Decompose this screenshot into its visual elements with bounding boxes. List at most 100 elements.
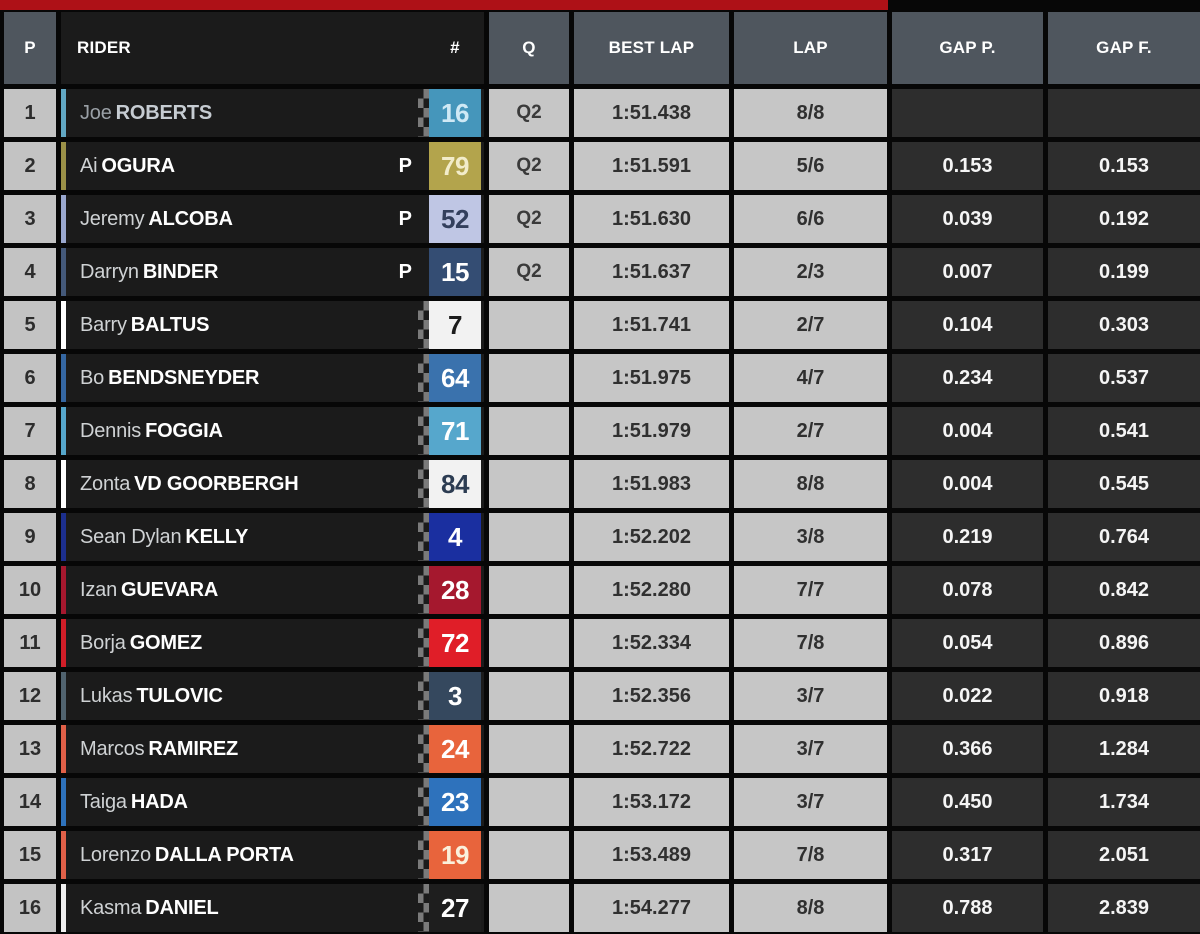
rider-cell[interactable]: Kasma DANIEL 27: [61, 884, 484, 932]
number-plate: 64: [429, 354, 481, 402]
checker-strip: [418, 513, 429, 561]
rider-last-name: BENDSNEYDER: [108, 366, 260, 389]
column-header-gap-first: GAP F.: [1048, 12, 1200, 84]
lap-count-cell: 7/8: [734, 619, 887, 667]
rider-last-name: BALTUS: [130, 313, 210, 336]
rider-name: Bo BENDSNEYDER: [80, 367, 259, 390]
rider-first-name: Ai: [80, 154, 98, 177]
rider-name: Joe ROBERTS: [80, 102, 212, 125]
number-plate: 19: [429, 831, 481, 879]
qualifying-session-cell: [489, 778, 569, 826]
position-cell: 2: [4, 142, 56, 190]
rider-last-name: ROBERTS: [115, 101, 213, 124]
checker-strip: [418, 460, 429, 508]
qualifying-session-cell: Q2: [489, 195, 569, 243]
number-plate: 28: [429, 566, 481, 614]
rider-last-name: RAMIREZ: [148, 737, 239, 760]
best-lap-cell: 1:54.277: [574, 884, 729, 932]
lap-count-cell: 3/8: [734, 513, 887, 561]
rider-cell[interactable]: Zonta VD GOORBERGH 84: [61, 460, 484, 508]
rider-name: Borja GOMEZ: [80, 632, 202, 655]
rider-cell[interactable]: Borja GOMEZ 72: [61, 619, 484, 667]
rider-cell[interactable]: Izan GUEVARA 28: [61, 566, 484, 614]
number-plate: 3: [429, 672, 481, 720]
rider-last-name: VD GOORBERGH: [134, 472, 299, 495]
rider-cell[interactable]: Dennis FOGGIA 71: [61, 407, 484, 455]
rider-cell[interactable]: Darryn BINDER P 15: [61, 248, 484, 296]
checker-strip: [418, 301, 429, 349]
checker-strip: [418, 725, 429, 773]
accent-bar: [0, 0, 888, 10]
rider-cell[interactable]: Bo BENDSNEYDER 64: [61, 354, 484, 402]
number-plate: 52: [429, 195, 481, 243]
rider-first-name: Sean Dylan: [80, 525, 182, 548]
rider-cell[interactable]: Joe ROBERTS 16: [61, 89, 484, 137]
pit-marker: P: [398, 260, 412, 283]
rider-first-name: Bo: [80, 366, 105, 389]
best-lap-cell: 1:51.975: [574, 354, 729, 402]
gap-prev-cell: 0.234: [892, 354, 1043, 402]
rider-cell[interactable]: Taiga HADA 23: [61, 778, 484, 826]
team-color-stripe: [61, 460, 66, 508]
rider-last-name: HADA: [130, 790, 188, 813]
best-lap-cell: 1:53.489: [574, 831, 729, 879]
gap-prev-cell: 0.450: [892, 778, 1043, 826]
rider-cell[interactable]: Sean Dylan KELLY 4: [61, 513, 484, 561]
position-cell: 13: [4, 725, 56, 773]
rider-cell[interactable]: Jeremy ALCOBA P 52: [61, 195, 484, 243]
position-cell: 1: [4, 89, 56, 137]
position-cell: 14: [4, 778, 56, 826]
rider-name: Lorenzo DALLA PORTA: [80, 844, 294, 867]
gap-first-cell: 0.764: [1048, 513, 1200, 561]
rider-first-name: Joe: [80, 101, 112, 124]
checker-strip: [418, 884, 429, 932]
rider-cell[interactable]: Lorenzo DALLA PORTA 19: [61, 831, 484, 879]
team-color-stripe: [61, 407, 66, 455]
rider-name: Darryn BINDER: [80, 261, 218, 284]
team-color-stripe: [61, 89, 66, 137]
best-lap-cell: 1:51.630: [574, 195, 729, 243]
rider-cell[interactable]: Marcos RAMIREZ 24: [61, 725, 484, 773]
checker-strip: [418, 407, 429, 455]
number-plate: 24: [429, 725, 481, 773]
gap-prev-cell: 0.054: [892, 619, 1043, 667]
qualifying-session-cell: [489, 725, 569, 773]
gap-prev-cell: 0.219: [892, 513, 1043, 561]
best-lap-cell: 1:51.741: [574, 301, 729, 349]
checker-strip: [418, 619, 429, 667]
rider-name: Jeremy ALCOBA: [80, 208, 233, 231]
team-color-stripe: [61, 831, 66, 879]
qualifying-session-cell: [489, 460, 569, 508]
best-lap-cell: 1:52.356: [574, 672, 729, 720]
rider-name: Dennis FOGGIA: [80, 420, 223, 443]
number-plate: 79: [429, 142, 481, 190]
best-lap-cell: 1:51.637: [574, 248, 729, 296]
rider-last-name: OGURA: [101, 154, 175, 177]
lap-count-cell: 2/7: [734, 301, 887, 349]
rider-first-name: Lorenzo: [80, 843, 151, 866]
number-plate: 71: [429, 407, 481, 455]
lap-count-cell: 3/7: [734, 672, 887, 720]
team-color-stripe: [61, 301, 66, 349]
rider-cell[interactable]: Barry BALTUS 7: [61, 301, 484, 349]
position-cell: 15: [4, 831, 56, 879]
position-cell: 8: [4, 460, 56, 508]
rider-name: Taiga HADA: [80, 791, 188, 814]
position-cell: 5: [4, 301, 56, 349]
pit-marker: P: [398, 154, 412, 177]
qualifying-session-cell: [489, 354, 569, 402]
rider-cell[interactable]: Ai OGURA P 79: [61, 142, 484, 190]
gap-first-cell: [1048, 89, 1200, 137]
gap-first-cell: 0.537: [1048, 354, 1200, 402]
column-header-gap-prev: GAP P.: [892, 12, 1043, 84]
qualifying-session-cell: [489, 301, 569, 349]
checker-strip: [418, 89, 429, 137]
checker-strip: [418, 566, 429, 614]
column-header-rider-label: RIDER: [77, 38, 131, 57]
gap-prev-cell: 0.039: [892, 195, 1043, 243]
rider-cell[interactable]: Lukas TULOVIC 3: [61, 672, 484, 720]
gap-prev-cell: 0.004: [892, 460, 1043, 508]
rider-last-name: DALLA PORTA: [154, 843, 294, 866]
results-table: P RIDER # Q BEST LAP LAP GAP P. GAP F. 1…: [4, 12, 1200, 932]
gap-first-cell: 0.545: [1048, 460, 1200, 508]
